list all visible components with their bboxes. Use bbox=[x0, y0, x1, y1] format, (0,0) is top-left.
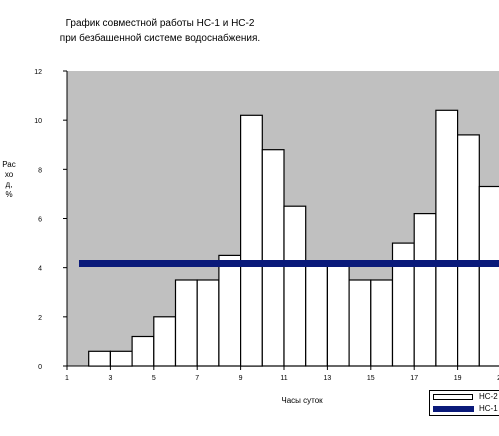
legend-item-ns2: НС-2 bbox=[433, 392, 499, 403]
bar-hour-5 bbox=[153, 316, 177, 367]
y-tick-label-10: 10 bbox=[34, 118, 42, 125]
legend-item-ns1: НС-1 bbox=[433, 404, 499, 415]
y-tick-label-4: 4 bbox=[38, 266, 42, 273]
x-axis-label: Часы суток bbox=[281, 396, 323, 405]
chart-title-line-2: при безбашенной системе водоснабжения. bbox=[59, 33, 261, 44]
x-tick-label-17: 17 bbox=[410, 375, 418, 382]
bar-hour-18 bbox=[435, 109, 459, 367]
x-tick-label-3: 3 bbox=[108, 375, 112, 382]
x-tick-label-13: 13 bbox=[324, 375, 332, 382]
x-tick-label-1: 1 bbox=[65, 375, 69, 382]
bar-hour-17 bbox=[413, 213, 437, 367]
x-tick-label-9: 9 bbox=[239, 375, 243, 382]
legend-label-ns1: НС-1 bbox=[479, 404, 498, 413]
bar-hour-4 bbox=[131, 335, 155, 367]
y-tick-label-0: 0 bbox=[38, 364, 42, 371]
bar-hour-3 bbox=[109, 350, 133, 367]
bar-hour-8 bbox=[218, 254, 242, 367]
x-tick-label-7: 7 bbox=[195, 375, 199, 382]
bar-hour-14 bbox=[348, 279, 372, 367]
bar-hour-13 bbox=[326, 264, 350, 367]
x-tick-label-21: 21 bbox=[497, 375, 499, 382]
x-tick-label-15: 15 bbox=[367, 375, 375, 382]
legend-swatch-ns2 bbox=[433, 394, 473, 400]
x-tick-label-19: 19 bbox=[454, 375, 462, 382]
y-tick-label-12: 12 bbox=[34, 69, 42, 76]
legend-label-ns2: НС-2 bbox=[479, 392, 498, 401]
bar-hour-10 bbox=[261, 149, 285, 367]
chart-title-line-1: График совместной работы НС-1 и НС-2 bbox=[65, 18, 255, 29]
y-tick-label-6: 6 bbox=[38, 217, 42, 224]
bar-hour-6 bbox=[174, 279, 198, 367]
bar-hour-7 bbox=[196, 279, 220, 367]
bar-hour-2 bbox=[88, 350, 111, 367]
bar-hour-15 bbox=[370, 279, 394, 367]
y-tick-label-8: 8 bbox=[38, 167, 42, 174]
bar-hour-19 bbox=[457, 134, 480, 367]
y-axis-label: Расход, % bbox=[2, 160, 16, 199]
bar-hour-12 bbox=[305, 264, 329, 367]
legend: НС-2 НС-1 bbox=[429, 390, 499, 416]
y-tick-label-2: 2 bbox=[38, 315, 42, 322]
x-tick-label-11: 11 bbox=[280, 375, 287, 382]
axes: 02468101213579111315171921 bbox=[34, 69, 499, 382]
legend-swatch-ns1 bbox=[433, 406, 474, 412]
chart-title: График совместной работы НС-1 и НС-2 при… bbox=[40, 16, 280, 46]
bar-hour-11 bbox=[283, 205, 307, 367]
bar-hour-9 bbox=[240, 114, 263, 367]
x-tick-label-5: 5 bbox=[152, 375, 156, 382]
bar-hour-20 bbox=[478, 185, 499, 367]
